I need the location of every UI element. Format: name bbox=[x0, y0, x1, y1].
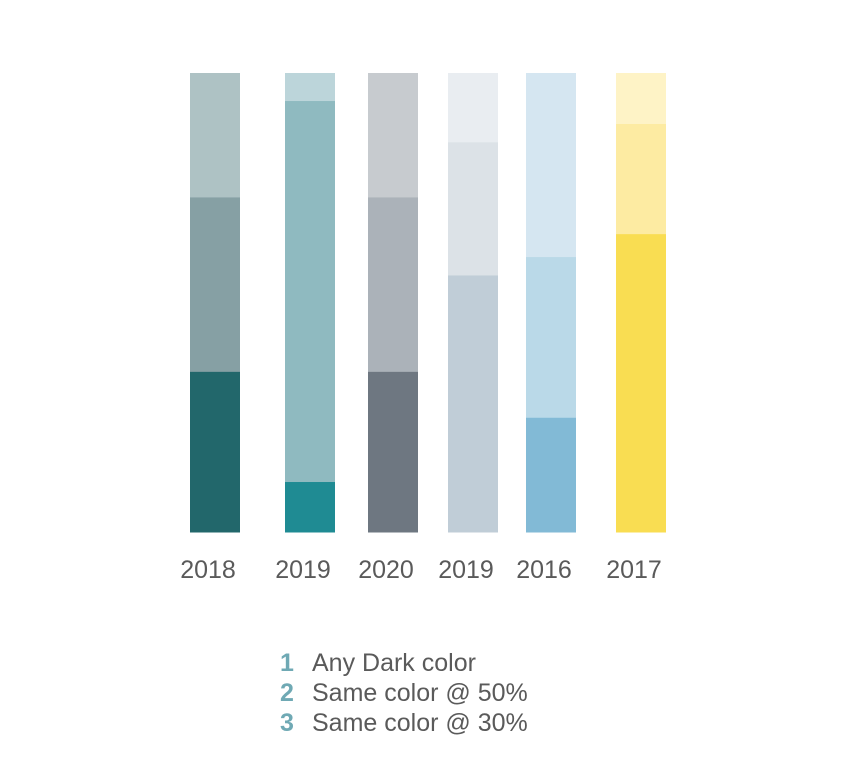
legend-label: Any Dark color bbox=[312, 649, 476, 677]
x-tick-label: 2016 bbox=[516, 556, 572, 584]
x-tick-label: 2019 bbox=[275, 556, 331, 584]
legend-label: Same color @ 30% bbox=[312, 709, 528, 737]
bar-segment-3-6 bbox=[616, 73, 666, 124]
x-tick-label: 2017 bbox=[606, 556, 662, 584]
bar-segment-3-1 bbox=[190, 73, 240, 198]
bar-segment-3-5 bbox=[526, 73, 576, 258]
stacked-bar-chart: 2018 2019 2020 2019 2016 2017 bbox=[180, 73, 666, 584]
bar-segment-3-3 bbox=[368, 73, 418, 198]
tick-labels: 2018 2019 2020 2019 2016 2017 bbox=[180, 556, 662, 584]
bar-segment-2-5 bbox=[526, 256, 576, 418]
bar-segment-2-4 bbox=[448, 141, 498, 276]
bar-segment-1-6 bbox=[616, 233, 666, 533]
bar-segment-2-1 bbox=[190, 196, 240, 372]
bar-segment-1-4 bbox=[448, 274, 498, 533]
bar-segment-2-3 bbox=[368, 196, 418, 372]
bar-segment-2-2 bbox=[285, 100, 335, 483]
legend-number: 1 bbox=[280, 649, 294, 677]
legend-item-3: 3 Same color @ 30% bbox=[280, 708, 680, 738]
legend-number: 2 bbox=[280, 679, 294, 707]
legend-item-2: 2 Same color @ 50% bbox=[280, 678, 680, 708]
bar-segment-1-1 bbox=[190, 371, 240, 533]
bar-segment-3-2 bbox=[285, 73, 335, 102]
legend-number: 3 bbox=[280, 709, 294, 737]
bar-segment-1-2 bbox=[285, 481, 335, 533]
legend-item-1: 1 Any Dark color bbox=[280, 648, 680, 678]
x-tick-label: 2019 bbox=[438, 556, 494, 584]
x-tick-label: 2018 bbox=[180, 556, 236, 584]
x-tick-label: 2020 bbox=[358, 556, 414, 584]
bar-segment-1-3 bbox=[368, 371, 418, 533]
bars-layer bbox=[190, 73, 666, 533]
legend-label: Same color @ 50% bbox=[312, 679, 528, 707]
bar-segment-3-4 bbox=[448, 73, 498, 143]
legend: 1 Any Dark color 2 Same color @ 50% 3 Same … bbox=[280, 648, 680, 738]
bar-segment-1-5 bbox=[526, 417, 576, 533]
bar-segment-2-6 bbox=[616, 123, 666, 235]
